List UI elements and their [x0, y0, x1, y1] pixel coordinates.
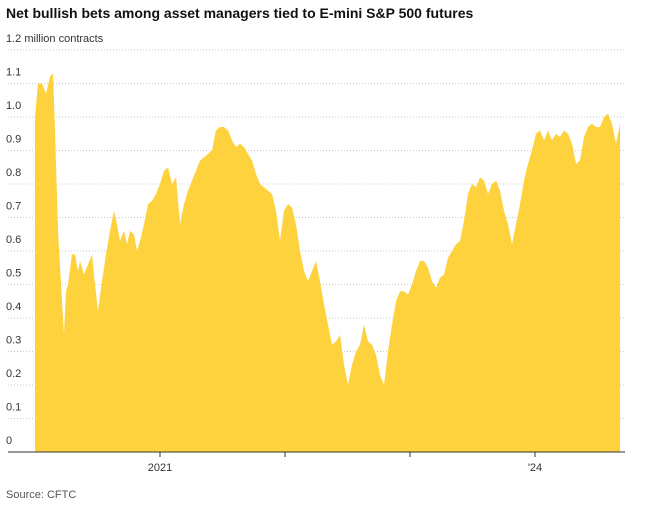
- y-tick-label: 1.2 million contracts: [6, 33, 104, 45]
- y-tick-label: 0.6: [6, 234, 21, 246]
- y-tick-label: 1.0: [6, 100, 21, 112]
- x-tick-label: 2021: [148, 462, 172, 474]
- y-tick-label: 0.3: [6, 335, 21, 347]
- x-tick-label: '24: [528, 462, 542, 474]
- y-tick-label: 0.7: [6, 201, 21, 213]
- area: [35, 73, 620, 452]
- y-tick-label: 0: [6, 435, 12, 447]
- source-note: Source: CFTC: [6, 489, 76, 501]
- y-tick-label: 0.1: [6, 402, 21, 414]
- y-tick-label: 1.1: [6, 67, 21, 79]
- y-tick-label: 0.2: [6, 368, 21, 380]
- y-tick-label: 0.8: [6, 167, 21, 179]
- y-tick-label: 0.9: [6, 134, 21, 146]
- chart-title: Net bullish bets among asset managers ti…: [6, 5, 474, 21]
- y-tick-label: 0.4: [6, 301, 21, 313]
- y-tick-label: 0.5: [6, 268, 21, 280]
